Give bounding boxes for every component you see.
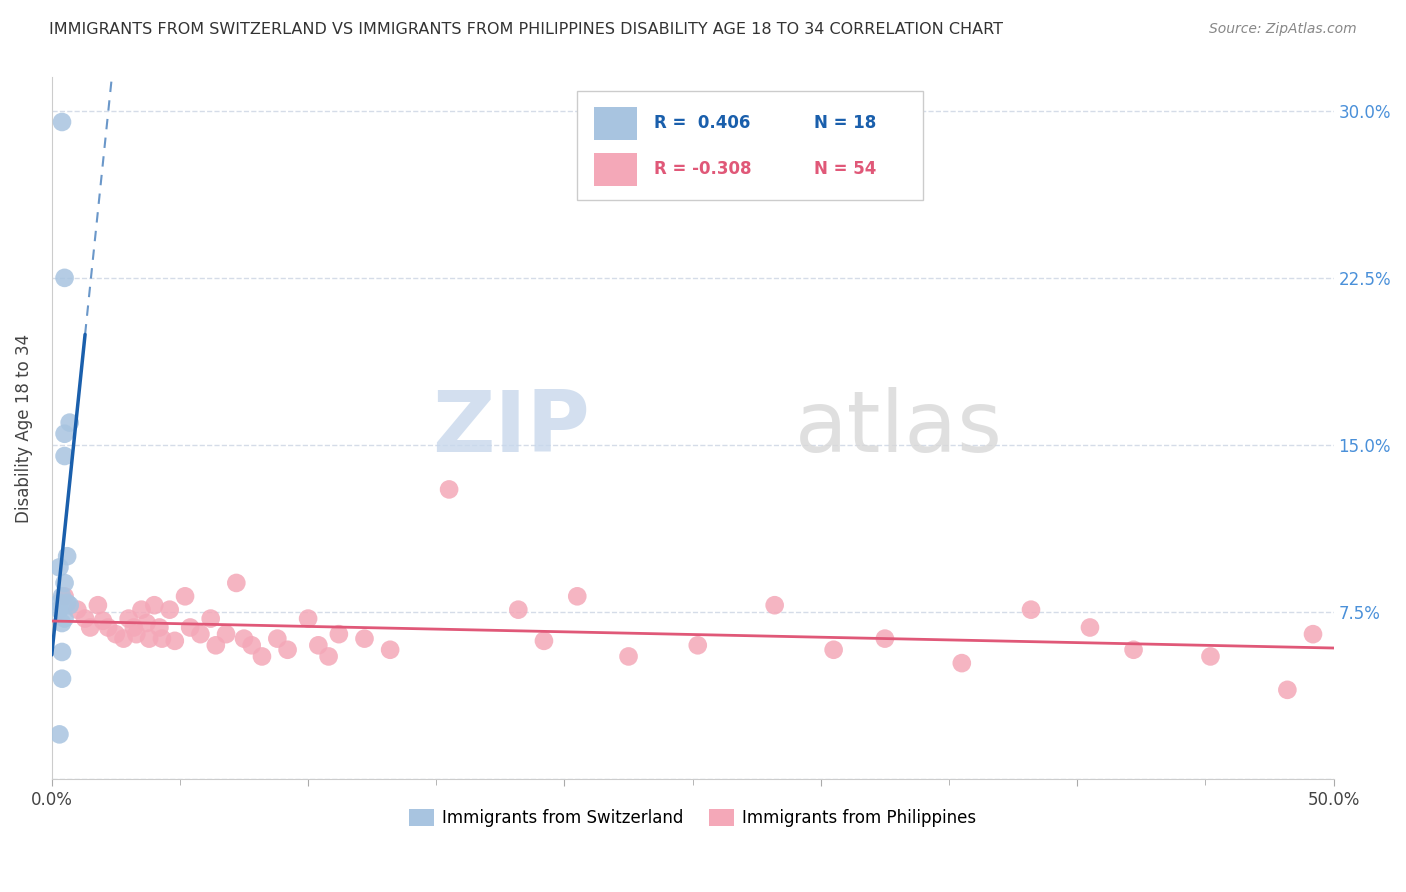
- Point: [1277, 682, 1299, 697]
- Point: [118, 611, 141, 625]
- Point: [190, 627, 212, 641]
- Point: [135, 615, 157, 630]
- Point: [53, 590, 76, 604]
- Point: [138, 632, 160, 646]
- Point: [53, 611, 76, 625]
- Point: [97, 620, 120, 634]
- FancyBboxPatch shape: [593, 107, 637, 140]
- Point: [150, 632, 173, 646]
- Text: N = 18: N = 18: [814, 114, 876, 132]
- Point: [59, 598, 82, 612]
- Point: [950, 656, 973, 670]
- Point: [163, 633, 186, 648]
- Point: [122, 620, 145, 634]
- Point: [159, 602, 181, 616]
- Point: [66, 602, 89, 616]
- Y-axis label: Disability Age 18 to 34: Disability Age 18 to 34: [15, 334, 32, 523]
- Point: [617, 649, 640, 664]
- Point: [277, 642, 299, 657]
- Point: [1078, 620, 1101, 634]
- Text: IMMIGRANTS FROM SWITZERLAND VS IMMIGRANTS FROM PHILIPPINES DISABILITY AGE 18 TO : IMMIGRANTS FROM SWITZERLAND VS IMMIGRANT…: [49, 22, 1004, 37]
- Point: [56, 596, 79, 610]
- Point: [131, 602, 153, 616]
- Point: [48, 602, 70, 616]
- Point: [51, 645, 73, 659]
- FancyBboxPatch shape: [578, 92, 924, 200]
- Legend: Immigrants from Switzerland, Immigrants from Philippines: Immigrants from Switzerland, Immigrants …: [402, 802, 983, 834]
- Point: [353, 632, 375, 646]
- Point: [53, 271, 76, 285]
- FancyBboxPatch shape: [593, 153, 637, 186]
- Point: [56, 549, 79, 564]
- Point: [318, 649, 340, 664]
- Point: [233, 632, 256, 646]
- Point: [53, 576, 76, 591]
- Point: [112, 632, 135, 646]
- Text: R = -0.308: R = -0.308: [654, 161, 751, 178]
- Point: [48, 596, 70, 610]
- Point: [378, 642, 401, 657]
- Point: [200, 611, 222, 625]
- Point: [174, 590, 197, 604]
- Point: [823, 642, 845, 657]
- Point: [328, 627, 350, 641]
- Point: [143, 598, 166, 612]
- Point: [1199, 649, 1222, 664]
- Text: Source: ZipAtlas.com: Source: ZipAtlas.com: [1209, 22, 1357, 37]
- Point: [686, 638, 709, 652]
- Text: N = 54: N = 54: [814, 161, 876, 178]
- Point: [59, 416, 82, 430]
- Point: [91, 614, 114, 628]
- Point: [148, 620, 170, 634]
- Point: [179, 620, 201, 634]
- Point: [250, 649, 273, 664]
- Point: [533, 633, 555, 648]
- Point: [307, 638, 329, 652]
- Text: R =  0.406: R = 0.406: [654, 114, 749, 132]
- Point: [51, 672, 73, 686]
- Text: atlas: atlas: [796, 386, 1002, 470]
- Point: [48, 727, 70, 741]
- Point: [437, 483, 460, 497]
- Point: [1122, 642, 1144, 657]
- Point: [87, 598, 110, 612]
- Point: [1302, 627, 1324, 641]
- Point: [1019, 602, 1042, 616]
- Point: [53, 449, 76, 463]
- Point: [48, 560, 70, 574]
- Point: [51, 590, 73, 604]
- Point: [266, 632, 288, 646]
- Point: [75, 611, 97, 625]
- Point: [567, 590, 589, 604]
- Point: [104, 627, 127, 641]
- Point: [763, 598, 786, 612]
- Point: [297, 611, 319, 625]
- Point: [53, 426, 76, 441]
- Point: [240, 638, 263, 652]
- Point: [79, 620, 101, 634]
- Point: [204, 638, 226, 652]
- Text: ZIP: ZIP: [432, 386, 591, 470]
- Point: [225, 576, 247, 591]
- Point: [125, 627, 148, 641]
- Point: [873, 632, 896, 646]
- Point: [215, 627, 238, 641]
- Point: [508, 602, 530, 616]
- Point: [51, 115, 73, 129]
- Point: [51, 615, 73, 630]
